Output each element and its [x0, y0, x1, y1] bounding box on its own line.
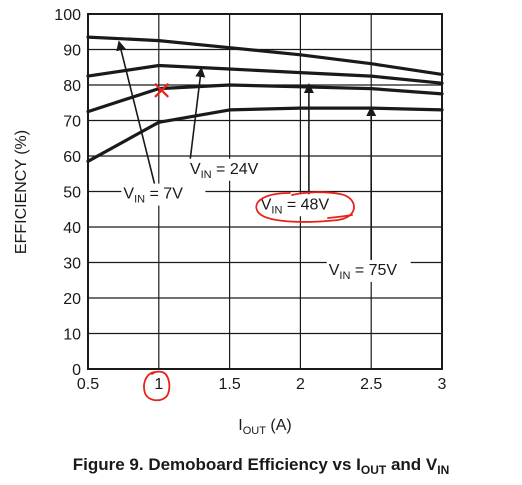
y-tick-label-5: 50 [63, 185, 81, 202]
x-tick-label-4: 2.5 [360, 376, 382, 393]
annotation-label-0: VIN = 7V [123, 186, 183, 206]
caption-sub2: IN [437, 463, 449, 477]
x-axis-title-sub: OUT [243, 425, 267, 437]
y-tick-label-3: 30 [63, 256, 81, 273]
caption-mid: and V [386, 455, 438, 474]
y-tick-label-9: 90 [63, 43, 81, 60]
x-tick-label-1: 1 [154, 376, 163, 393]
annotation-arrow-1 [189, 67, 206, 162]
series-lines [86, 35, 444, 163]
x-tick-label-2: 1.5 [218, 376, 240, 393]
annotation-label-2: VIN = 48V [261, 196, 330, 216]
y-tick-label-10: 100 [54, 7, 81, 24]
caption-prefix: Figure 9. Demoboard Efficiency vs I [73, 455, 361, 474]
y-axis-title: EFFICIENCY (%) [13, 130, 30, 254]
tick-labels: 0 10 20 30 40 50 60 70 80 90 100 0.5 1 1.5 2 2.5 3 [54, 7, 446, 393]
y-tick-label-6: 60 [63, 149, 81, 166]
x-axis-title: IOUT (A) [238, 417, 291, 437]
x-tick-label-3: 2 [296, 376, 305, 393]
y-tick-label-0: 0 [72, 362, 81, 379]
y-tick-label-2: 20 [63, 291, 81, 308]
red-markup [143, 83, 355, 402]
red-underline-vin48 [327, 214, 353, 219]
x-tick-label-0: 0.5 [77, 376, 99, 393]
y-tick-label-4: 40 [63, 220, 81, 237]
annotation-label-1: VIN = 24V [190, 161, 259, 181]
series-line-3 [86, 106, 444, 163]
annotation-bg-0 [121, 183, 206, 206]
x-tick-label-5: 3 [438, 376, 447, 393]
annotation-arrow-0 [116, 40, 157, 190]
x-axis-title-rest: (A) [266, 417, 292, 434]
annotation-bg-3 [326, 259, 411, 282]
series-line-0 [86, 35, 444, 77]
plot-frame [87, 13, 443, 370]
caption-sub1: OUT [361, 463, 387, 477]
red-circle-vin48 [255, 191, 355, 223]
annotation-bg-1 [187, 158, 272, 181]
y-tick-label-1: 10 [63, 327, 81, 344]
x-axis-title-main: I [238, 417, 242, 434]
red-circle-tick-1 [143, 370, 171, 402]
series-line-2 [86, 83, 444, 114]
figure-caption: Figure 9. Demoboard Efficiency vs IOUT a… [73, 455, 450, 477]
annotation-bg-2 [258, 194, 343, 217]
annotation-label-3: VIN = 75V [329, 262, 398, 282]
red-cross-mark [154, 83, 169, 98]
y-tick-label-7: 70 [63, 114, 81, 131]
y-tick-label-8: 80 [63, 78, 81, 95]
series-line-1 [86, 63, 444, 85]
